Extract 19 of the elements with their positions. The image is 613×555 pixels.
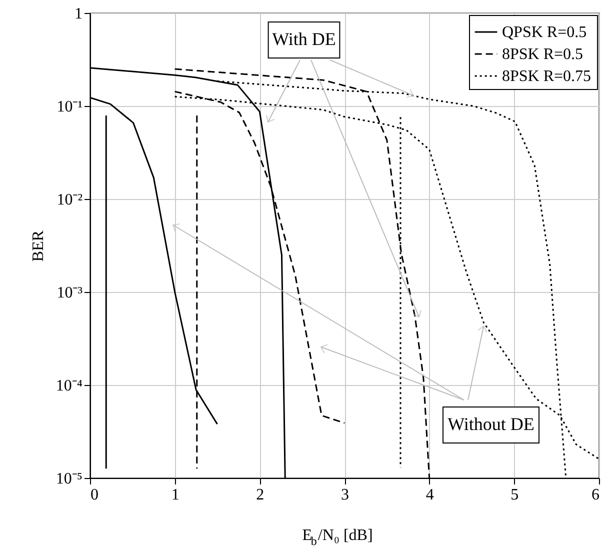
x-tick-label: 2 (256, 486, 264, 504)
annotation: With DE (272, 29, 336, 49)
y-axis-title: BER (30, 230, 47, 262)
y-tick-label: 10⁻⁴ (56, 378, 83, 394)
x-tick-label: 1 (171, 486, 180, 504)
y-tick-label: 10⁻¹ (56, 98, 83, 116)
x-tick-label: 6 (592, 486, 600, 504)
x-tick-label: 3 (341, 486, 349, 504)
y-tick-label: 1 (74, 6, 82, 22)
legend-label: 8PSK R=0.5 (502, 46, 584, 63)
y-tick-label: 10⁻² (56, 192, 83, 208)
x-tick-label: 0 (90, 486, 98, 504)
legend-label: QPSK R=0.5 (502, 24, 587, 41)
legend-label: 8PSK R=0.75 (502, 68, 592, 85)
y-tick-label: 10⁻⁵ (56, 470, 82, 488)
y-tick-label: 10⁻³ (56, 284, 83, 302)
x-tick-label: 4 (426, 486, 434, 504)
x-tick-label: 5 (510, 486, 519, 504)
annotation: Without DE (448, 414, 534, 434)
